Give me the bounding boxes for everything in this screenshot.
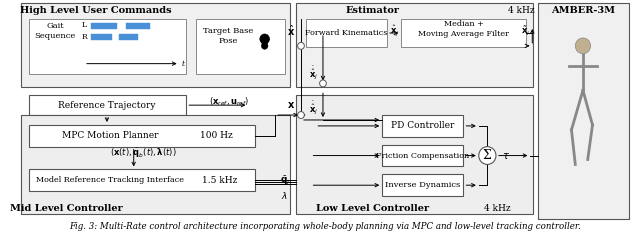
Text: PD Controller: PD Controller — [390, 121, 454, 131]
Text: Model Reference Tracking Interface: Model Reference Tracking Interface — [36, 176, 184, 184]
FancyBboxPatch shape — [21, 115, 291, 214]
Text: Median +
Moving Average Filter: Median + Moving Average Filter — [418, 21, 509, 38]
Text: $\mathbf{x}$: $\mathbf{x}$ — [287, 100, 296, 110]
Text: R: R — [81, 33, 87, 41]
Text: Target Base
Pose: Target Base Pose — [204, 27, 253, 45]
Text: $\hat{\mathbf{x}}_j$: $\hat{\mathbf{x}}_j$ — [390, 24, 399, 38]
Text: $\dot{\hat{\mathbf{x}}}_j$: $\dot{\hat{\mathbf{x}}}_j$ — [309, 65, 318, 82]
FancyBboxPatch shape — [296, 95, 533, 214]
Text: Σ: Σ — [483, 149, 492, 162]
FancyBboxPatch shape — [91, 34, 112, 40]
Text: MPC Motion Planner: MPC Motion Planner — [61, 131, 158, 140]
Circle shape — [575, 38, 591, 54]
Text: $\bar{\mathbf{q}}_j$: $\bar{\mathbf{q}}_j$ — [280, 174, 290, 187]
Text: Estimator: Estimator — [346, 6, 399, 15]
FancyBboxPatch shape — [382, 115, 463, 137]
Text: $\tilde{\mathbf{x}}_i$: $\tilde{\mathbf{x}}_i$ — [521, 25, 530, 38]
FancyBboxPatch shape — [21, 3, 291, 87]
Text: Gait
Sequence: Gait Sequence — [35, 22, 76, 40]
Text: $(\mathbf{x}(t), \ddot{\mathbf{q}}_b(t), \boldsymbol{\lambda}(t))$: $(\mathbf{x}(t), \ddot{\mathbf{q}}_b(t),… — [110, 146, 177, 160]
Text: 4 kHz: 4 kHz — [508, 6, 534, 15]
FancyBboxPatch shape — [382, 145, 463, 166]
Text: $(\mathbf{x}_{ref}, \mathbf{u}_{ref})$: $(\mathbf{x}_{ref}, \mathbf{u}_{ref})$ — [209, 96, 250, 108]
Text: Mid Level Controller: Mid Level Controller — [10, 204, 123, 213]
FancyBboxPatch shape — [543, 21, 624, 194]
Text: $\tau$: $\tau$ — [502, 151, 509, 160]
FancyBboxPatch shape — [126, 23, 150, 29]
Text: Forward Kinematics: Forward Kinematics — [305, 29, 387, 37]
FancyBboxPatch shape — [401, 19, 525, 47]
Text: High Level User Commands: High Level User Commands — [20, 6, 172, 15]
Circle shape — [319, 80, 326, 87]
Text: Friction Compensation: Friction Compensation — [376, 152, 469, 160]
FancyBboxPatch shape — [29, 169, 255, 191]
FancyBboxPatch shape — [538, 3, 629, 219]
FancyBboxPatch shape — [306, 19, 387, 47]
FancyBboxPatch shape — [382, 174, 463, 196]
FancyBboxPatch shape — [29, 19, 186, 74]
Text: 1.5 kHz: 1.5 kHz — [202, 176, 237, 185]
FancyBboxPatch shape — [91, 23, 118, 29]
Text: $\lambda$: $\lambda$ — [282, 190, 288, 201]
Circle shape — [298, 112, 305, 118]
Text: Reference Trajectory: Reference Trajectory — [58, 101, 156, 110]
FancyBboxPatch shape — [296, 3, 533, 87]
Circle shape — [479, 147, 496, 164]
Text: Fig. 3: Multi-Rate control architecture incorporating whole-body planning via MP: Fig. 3: Multi-Rate control architecture … — [69, 222, 580, 231]
Text: AMBER-3M: AMBER-3M — [551, 6, 615, 15]
Text: Low Level Controller: Low Level Controller — [316, 204, 429, 213]
Text: $\hat{\mathbf{x}}$: $\hat{\mathbf{x}}$ — [287, 24, 296, 38]
Circle shape — [260, 34, 269, 44]
FancyBboxPatch shape — [29, 95, 186, 115]
Text: $\dot{\hat{\mathbf{x}}}_j$: $\dot{\hat{\mathbf{x}}}_j$ — [309, 99, 318, 117]
FancyBboxPatch shape — [29, 125, 255, 147]
FancyBboxPatch shape — [120, 34, 138, 40]
Polygon shape — [260, 39, 269, 49]
Text: 4 kHz: 4 kHz — [484, 204, 510, 213]
Text: L: L — [81, 21, 86, 29]
FancyBboxPatch shape — [196, 19, 285, 74]
Text: 100 Hz: 100 Hz — [200, 131, 233, 140]
Circle shape — [298, 42, 305, 49]
Circle shape — [261, 42, 268, 49]
Text: t: t — [182, 60, 184, 68]
Text: Inverse Dynamics: Inverse Dynamics — [385, 181, 460, 189]
